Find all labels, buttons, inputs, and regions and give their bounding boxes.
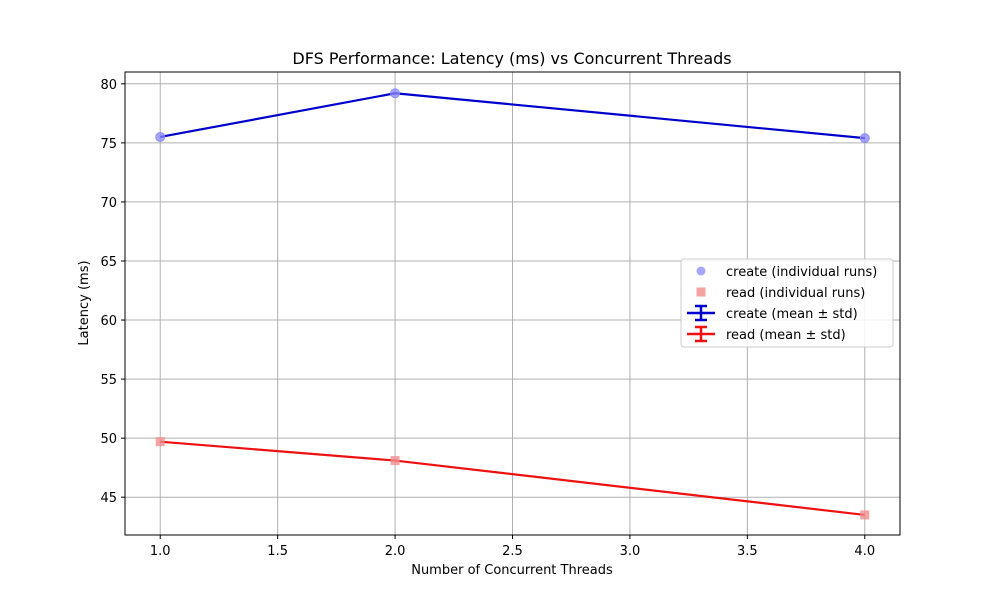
y-tick-label: 50 [100,432,117,447]
legend-marker [696,266,706,276]
y-tick-label: 65 [100,255,117,270]
series-layer [155,88,870,520]
y-tick-label: 55 [100,373,117,388]
legend-label: create (individual runs) [726,265,877,280]
x-tick-label: 2.0 [385,544,406,559]
scatter-point [859,133,870,144]
y-axis-label: Latency (ms) [77,260,92,345]
x-tick-label: 3.0 [620,544,641,559]
legend-box [680,258,894,348]
y-tick-label: 45 [100,491,117,506]
legend-label: read (individual runs) [726,286,865,301]
axis-ticks: 1.0 1.5 2.0 2.5 3.0 3.5 4.0 45 50 55 60 65 70 75 80 [100,78,875,559]
x-axis-label: Number of Concurrent Threads [411,563,613,578]
legend-label: create (mean ± std) [726,307,858,322]
scatter-point [155,131,166,142]
legend-label: read (mean ± std) [726,328,846,343]
y-tick-label: 80 [100,78,117,93]
y-tick-label: 70 [100,196,117,211]
x-tick-label: 2.5 [502,544,523,559]
chart-title: DFS Performance: Latency (ms) vs Concurr… [292,49,731,68]
x-tick-label: 1.5 [267,544,288,559]
x-tick-label: 1.0 [150,544,171,559]
legend-marker [696,287,706,297]
x-tick-label: 4.0 [854,544,875,559]
scatter-point [155,437,165,447]
y-tick-label: 60 [100,314,117,329]
x-tick-label: 3.5 [737,544,758,559]
scatter-point [390,456,400,466]
y-tick-label: 75 [100,137,117,152]
legend: create (individual runs) read (individual… [680,258,894,348]
scatter-point [390,88,401,99]
scatter-point [860,510,870,520]
